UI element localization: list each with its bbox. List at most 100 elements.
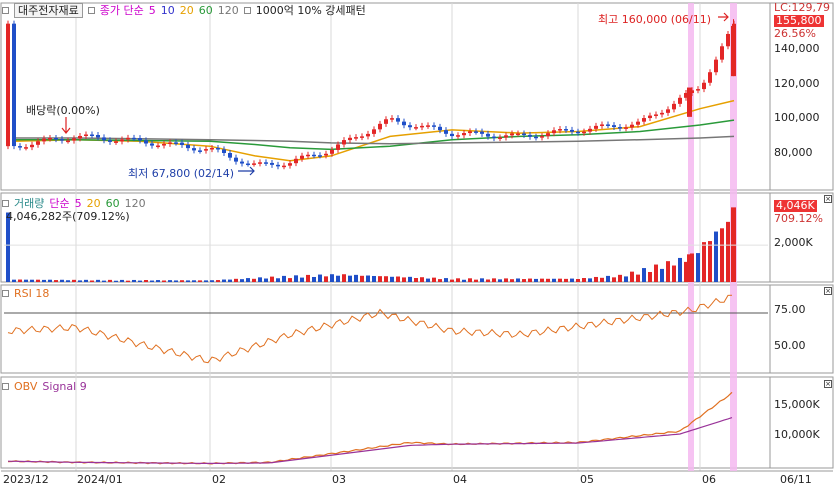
x-label-06-11: 06/11 [780,473,812,486]
vol-ma-5: 5 [74,196,82,210]
volume-bar [42,279,46,282]
candle-body [270,162,274,165]
candle-body [120,139,124,142]
rsi-panel-frame [0,284,834,374]
volume-bar [318,274,322,282]
candle-body [552,130,556,134]
obv-tick-10000k: 10,000K [774,428,820,441]
candle-body [540,136,544,138]
volume-bar [198,280,202,282]
volume-bar [414,278,418,282]
volume-bar [36,279,40,282]
price-panel-checkbox[interactable] [2,6,9,14]
volume-bar [342,274,346,282]
volume-bar [258,277,262,282]
volume-bar [234,278,238,282]
volume-bar [168,280,172,282]
high-annotation: 최고 160,000 (06/11) [598,13,712,26]
rsi-close-icon[interactable]: × [824,287,832,295]
volume-bar [642,268,646,282]
vol-ma-60: 60 [105,196,120,210]
rsi-checkbox[interactable] [2,290,9,297]
volume-bar [186,280,190,282]
volume-bar [546,278,550,282]
candle-body [720,46,724,60]
volume-bar [426,278,430,282]
rsi-tick-75: 75.00 [774,303,806,316]
candle-body [582,131,586,134]
candle-body [126,137,130,140]
candle-body [606,124,610,126]
volume-bar [336,275,340,282]
volume-bar [492,278,496,282]
volume-bar [570,278,574,282]
volume-bar [720,228,724,282]
volume-bar [432,277,436,282]
ma-checkbox[interactable] [87,6,95,14]
candle-body [60,139,64,141]
x-label-2023-12: 2023/12 [3,473,49,486]
candle-body [156,145,160,148]
candle-body [222,149,226,153]
obv-signal: Signal 9 [42,380,87,393]
ma-120-line [14,135,735,145]
volume-bar [540,278,544,282]
volume-bar [354,274,358,282]
low-arrow [238,166,255,176]
candle-body [324,153,328,156]
x-label-05: 05 [580,473,594,486]
volume-bar [102,280,106,282]
candle-body [168,142,172,144]
candle-body [600,124,604,126]
volume-bar [372,275,376,282]
stock-name-button[interactable]: 대주전자재료 [14,2,83,18]
volume-badge: 4,046K [774,199,817,212]
volume-bar [54,280,58,282]
high-arrow [718,12,729,22]
x-label-03: 03 [332,473,346,486]
volume-bar [390,276,394,282]
candle-body [702,82,706,90]
candle-body [528,134,532,137]
candle-body [696,89,700,91]
volume-bar [264,278,268,282]
volume-bar [210,280,214,282]
volume-ma-label: 단순 [49,197,70,210]
obv-line [7,391,733,465]
candle-body [204,149,208,151]
volume-bar [708,241,712,282]
candle-body [570,129,574,132]
volume-bar [714,231,718,282]
volume-bar [528,278,532,282]
rsi-line [7,294,733,364]
obv-checkbox[interactable] [2,383,9,390]
candle-body [594,125,598,129]
volume-bar [48,279,52,282]
volume-bar [468,278,472,282]
candle-body [726,33,730,47]
volume-bar [276,278,280,282]
candle-body [342,140,346,145]
change-pct: 26.56% [774,27,816,40]
vol-ma-120: 120 [124,196,146,210]
volume-bar [270,276,274,282]
volume-close-icon[interactable]: × [824,195,832,203]
candle-body [444,130,448,134]
candle-body [390,118,394,120]
volume-bar [12,279,16,282]
candle-body [714,59,718,73]
volume-checkbox[interactable] [2,199,9,207]
pattern-label: 1000억 10% 강세패턴 [255,4,366,17]
pattern-checkbox[interactable] [243,6,251,14]
volume-bar [120,279,124,282]
volume-bar [288,278,292,282]
obv-close-icon[interactable]: × [824,380,832,388]
volume-bar [504,278,508,282]
candle-body [216,147,220,150]
candle-body [42,138,46,142]
volume-bar [84,279,88,282]
vol-ma-20: 20 [86,196,101,210]
candle-body [90,134,94,137]
candle-body [198,150,202,152]
rsi-legend: RSI 18 [2,287,49,300]
